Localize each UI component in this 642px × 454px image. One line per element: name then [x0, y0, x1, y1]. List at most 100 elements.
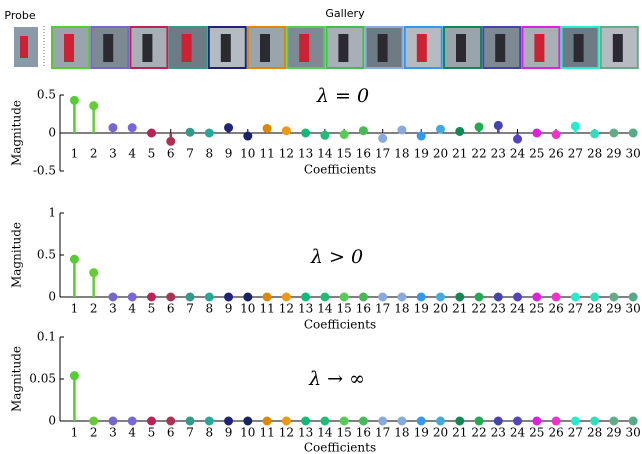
- stem-marker: [166, 292, 176, 302]
- stem-marker: [320, 292, 330, 302]
- stem-marker: [108, 123, 118, 133]
- stem: [339, 292, 349, 302]
- stem-marker: [204, 416, 214, 426]
- gallery-figure: [573, 34, 584, 62]
- stem: [474, 416, 484, 426]
- y-tick-label: 0.1: [37, 330, 56, 344]
- stem: [69, 254, 79, 297]
- x-tick-label: 9: [225, 147, 233, 161]
- stem-marker: [609, 128, 619, 138]
- stem-marker: [127, 123, 137, 133]
- stem-marker: [590, 416, 600, 426]
- stem-marker: [262, 416, 272, 426]
- stem-marker: [358, 292, 368, 302]
- stem: [185, 127, 195, 137]
- x-tick-label: 15: [337, 302, 352, 316]
- x-tick-label: 8: [205, 147, 213, 161]
- x-tick-label: 15: [337, 426, 352, 440]
- stem: [243, 131, 253, 141]
- x-tick-label: 14: [317, 302, 333, 316]
- x-tick-label: 23: [491, 426, 506, 440]
- stem-marker: [69, 254, 79, 264]
- stem: [358, 126, 368, 136]
- x-tick-label: 18: [394, 147, 409, 161]
- x-tick-label: 19: [414, 302, 429, 316]
- stem: [358, 416, 368, 426]
- x-tick-label: 24: [510, 426, 526, 440]
- stem: [339, 130, 349, 140]
- stem: [378, 292, 388, 302]
- stem: [590, 129, 600, 139]
- stem-marker: [532, 292, 542, 302]
- stem-marker: [570, 292, 580, 302]
- stem: [127, 123, 137, 133]
- x-tick-label: 1: [71, 147, 79, 161]
- stem-marker: [609, 292, 619, 302]
- x-tick-label: 6: [167, 147, 175, 161]
- x-tick-label: 1: [71, 426, 79, 440]
- stem-marker: [513, 134, 523, 144]
- stem-marker: [204, 292, 214, 302]
- probe-figure: [20, 36, 28, 58]
- stem-marker: [416, 292, 426, 302]
- gallery-figure: [142, 34, 153, 62]
- x-tick-label: 19: [414, 147, 429, 161]
- y-tick-label: 0: [48, 126, 56, 140]
- stem-marker: [185, 292, 195, 302]
- stem: [590, 292, 600, 302]
- stem-marker: [301, 292, 311, 302]
- stem: [224, 292, 234, 302]
- stem: [416, 292, 426, 302]
- x-tick-label: 17: [375, 147, 390, 161]
- stem-marker: [397, 416, 407, 426]
- stem-marker: [532, 416, 542, 426]
- gallery-figure: [377, 34, 388, 62]
- x-tick-label: 5: [148, 302, 156, 316]
- stem-marker: [224, 292, 234, 302]
- x-tick-label: 17: [375, 426, 390, 440]
- x-tick-label: 30: [626, 302, 641, 316]
- stem: [609, 292, 619, 302]
- stem-marker: [146, 128, 156, 138]
- x-tick-label: 21: [452, 147, 467, 161]
- stem-marker: [224, 416, 234, 426]
- x-tick-label: 21: [452, 426, 467, 440]
- stem: [628, 416, 638, 426]
- x-tick-label: 21: [452, 302, 467, 316]
- stem: [513, 416, 523, 426]
- x-tick-label: 24: [510, 147, 526, 161]
- stem: [416, 131, 426, 141]
- x-tick-label: 5: [148, 426, 156, 440]
- stem: [89, 268, 99, 297]
- x-tick-label: 13: [298, 147, 313, 161]
- x-tick-label: 15: [337, 147, 352, 161]
- x-tick-label: 7: [186, 147, 194, 161]
- gallery-figure: [456, 34, 466, 62]
- x-tick-label: 3: [109, 426, 117, 440]
- x-tick-label: 29: [606, 302, 621, 316]
- x-tick-label: 8: [205, 302, 213, 316]
- x-tick-label: 20: [433, 426, 448, 440]
- stem: [320, 292, 330, 302]
- x-tick-label: 13: [298, 426, 313, 440]
- stem-marker: [532, 128, 542, 138]
- x-tick-label: 19: [414, 426, 429, 440]
- stem: [435, 124, 445, 134]
- stem-marker: [166, 136, 176, 146]
- x-tick-label: 16: [356, 302, 371, 316]
- x-tick-label: 10: [240, 302, 255, 316]
- x-tick-label: 4: [128, 147, 136, 161]
- x-tick-label: 2: [90, 302, 98, 316]
- stem: [551, 292, 561, 302]
- stem: [166, 416, 176, 426]
- stem-marker: [166, 416, 176, 426]
- stem: [281, 292, 291, 302]
- gallery-figure: [260, 34, 270, 62]
- stem: [108, 292, 118, 302]
- x-tick-label: 27: [568, 426, 583, 440]
- x-tick-label: 22: [471, 426, 486, 440]
- stem: [204, 128, 214, 138]
- stem: [532, 292, 542, 302]
- x-tick-label: 5: [148, 147, 156, 161]
- gallery-figure: [338, 34, 349, 62]
